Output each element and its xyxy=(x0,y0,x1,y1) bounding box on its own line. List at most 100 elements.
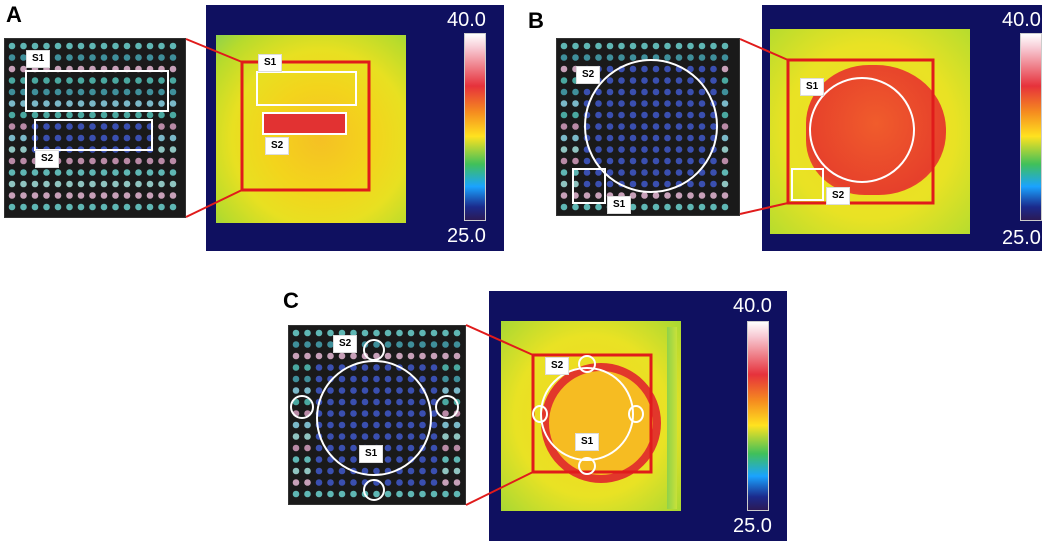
region-s2-photo-c-right xyxy=(435,395,459,419)
electrode-dot xyxy=(169,100,177,107)
electrode-dot xyxy=(407,433,415,440)
electrode-dot xyxy=(100,42,108,50)
electrode-dot xyxy=(31,180,39,188)
electrode-dot xyxy=(419,375,426,383)
electrode-dot xyxy=(66,42,73,50)
label-s1-photo-b: S1 xyxy=(607,196,632,214)
electrode-dot xyxy=(687,146,694,153)
region-s2-thermal-c-left xyxy=(532,405,548,423)
electrode-dot xyxy=(606,77,614,84)
electrode-dot xyxy=(419,479,426,486)
electrode-dot xyxy=(361,364,369,371)
electrode-dot xyxy=(31,100,39,107)
electrode-dot xyxy=(384,329,392,337)
electrode-dot xyxy=(89,134,96,142)
electrode-dot xyxy=(629,180,637,188)
electrode-dot xyxy=(169,42,177,50)
electrode-dot xyxy=(146,77,154,84)
region-s2-photo-c-bottom xyxy=(363,479,385,501)
electrode-dot xyxy=(407,387,415,394)
electrode-dot xyxy=(384,341,392,348)
electrode-dot xyxy=(430,375,438,383)
electrode-dot xyxy=(135,123,142,130)
electrode-dot xyxy=(384,375,392,383)
electrode-dot xyxy=(407,467,415,475)
electrode-dot xyxy=(350,444,357,452)
electrode-dot xyxy=(606,54,614,61)
electrode-dot xyxy=(453,479,461,486)
label-s2-thermal-b: S2 xyxy=(826,187,851,205)
electrode-dot xyxy=(350,387,357,394)
electrode-dot xyxy=(304,341,311,348)
heated-ring-c xyxy=(541,363,661,483)
electrode-dot xyxy=(430,352,438,360)
electrode-dot xyxy=(430,387,438,394)
electrode-dot xyxy=(396,398,403,406)
electrode-dot xyxy=(572,146,579,153)
scale-min-a: 25.0 xyxy=(447,225,486,247)
electrode-dot xyxy=(442,479,449,486)
temperature-scale-b xyxy=(1020,33,1042,221)
electrode-dot xyxy=(338,421,346,429)
electrode-dot xyxy=(43,123,50,130)
electrode-dot xyxy=(721,100,729,107)
electrode-dot xyxy=(158,77,165,84)
label-s1-photo-c: S1 xyxy=(359,445,384,463)
electrode-dot xyxy=(652,42,660,50)
electrode-dot xyxy=(583,169,591,176)
electrode-dot xyxy=(698,192,706,199)
electrode-dot xyxy=(698,100,706,107)
electrode-dot xyxy=(419,341,426,348)
region-s1-photo-a xyxy=(25,70,169,112)
electrode-dot xyxy=(453,329,461,337)
electrode-dot xyxy=(698,42,706,50)
electrode-dot xyxy=(361,433,369,440)
electrode-dot xyxy=(618,77,625,84)
electrode-dot xyxy=(652,88,660,96)
electrode-dot xyxy=(664,134,671,142)
electrode-dot xyxy=(66,54,73,61)
electrode-dot xyxy=(54,123,62,130)
electrode-dot xyxy=(384,364,392,371)
electrode-dot xyxy=(710,203,717,211)
electrode-dot xyxy=(112,134,119,142)
electrode-dot xyxy=(304,490,311,498)
electrode-dot xyxy=(396,456,403,463)
electrode-dot xyxy=(292,433,300,440)
electrode-dot xyxy=(641,157,648,165)
electrode-dot xyxy=(442,433,449,440)
electrode-dot xyxy=(453,456,461,463)
electrode-dot xyxy=(169,157,177,165)
electrode-dot xyxy=(664,42,671,50)
electrode-dot xyxy=(31,88,39,96)
electrode-dot xyxy=(123,203,131,211)
electrode-dot xyxy=(560,146,568,153)
electrode-dot xyxy=(31,111,39,119)
electrode-dot xyxy=(384,479,392,486)
electrode-dot xyxy=(373,410,380,417)
connector-top-b xyxy=(739,38,789,61)
electrode-dot xyxy=(560,111,568,119)
electrode-dot xyxy=(327,444,334,452)
electrode-dot xyxy=(442,444,449,452)
electrode-dot xyxy=(629,123,637,130)
electrode-dot xyxy=(54,100,62,107)
electrode-dot xyxy=(89,157,96,165)
electrode-dot xyxy=(20,180,27,188)
electrode-dot xyxy=(112,192,119,199)
electrode-dot xyxy=(169,180,177,188)
electrode-dot xyxy=(721,88,729,96)
zoom-box-a xyxy=(240,60,371,192)
electrode-dot xyxy=(158,157,165,165)
electrode-dot xyxy=(112,180,119,188)
electrode-dot xyxy=(560,77,568,84)
electrode-dot xyxy=(664,123,671,130)
electrode-dot xyxy=(606,100,614,107)
electrode-dot xyxy=(583,42,591,50)
electrode-dot xyxy=(606,134,614,142)
label-s2-photo-b: S2 xyxy=(576,66,601,84)
electrode-dot xyxy=(31,77,39,84)
electrode-dot xyxy=(710,42,717,50)
electrode-dot xyxy=(338,444,346,452)
electrode-dot xyxy=(641,180,648,188)
